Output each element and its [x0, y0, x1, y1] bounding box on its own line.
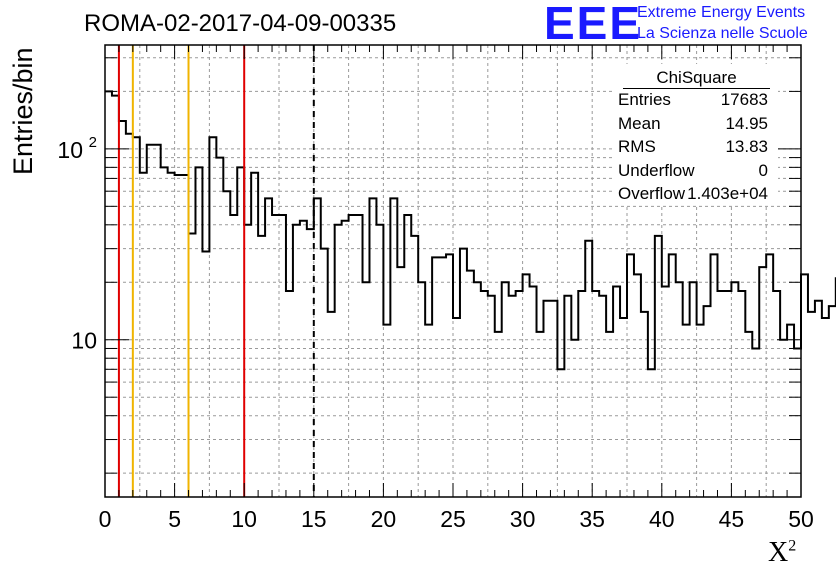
histogram-series [105, 90, 836, 371]
x-tick-label: 50 [788, 506, 814, 532]
x-tick-label: 35 [579, 506, 605, 532]
x-axis-label: X2 [768, 537, 796, 569]
stats-row: Overflow 1.403e+04 [613, 183, 778, 207]
stats-key: Entries [618, 90, 671, 109]
stats-value: 17683 [720, 90, 768, 109]
y-tick-label-exponent: 2 [89, 134, 97, 151]
y-tick-label: 10 [57, 137, 83, 163]
stats-row: Mean 14.95 [613, 113, 778, 137]
x-tick-label: 25 [440, 506, 466, 532]
stats-key: RMS [618, 137, 656, 156]
stats-value: 0 [758, 160, 768, 180]
chart-title: ROMA-02-2017-04-09-00335 [84, 10, 397, 37]
x-tick-label: 45 [719, 506, 745, 532]
stats-value: 13.83 [725, 137, 768, 156]
stats-header: ChiSquare [623, 64, 770, 89]
logo-line-2: La Scienza nelle Scuole [637, 25, 808, 42]
stats-key: Mean [618, 113, 661, 133]
stats-key: Underflow [618, 160, 695, 180]
stats-row: RMS 13.83 [613, 136, 778, 160]
stats-box: ChiSquare Entries 17683 Mean 14.95 RMS 13.8… [613, 64, 778, 204]
stats-row: Entries 17683 [613, 89, 778, 113]
x-tick-label: 5 [168, 506, 181, 532]
x-axis-label-superscript: 2 [788, 537, 797, 555]
x-tick-label: 10 [231, 506, 257, 532]
x-tick-label: 30 [510, 506, 536, 532]
stats-key: Overflow [618, 184, 686, 203]
stats-value: 14.95 [725, 113, 768, 133]
logo-mark: EEE [544, 0, 643, 49]
stats-row: Underflow 0 [613, 160, 778, 184]
y-axis-label: Entries/bin [8, 47, 38, 175]
x-axis-label-base: X [768, 537, 789, 568]
x-tick-label: 0 [99, 506, 112, 532]
x-tick-label: 20 [371, 506, 397, 532]
logo-line-1: Extreme Energy Events [637, 4, 806, 21]
x-tick-label: 15 [301, 506, 327, 532]
stats-value: 1.403e+04 [687, 184, 768, 203]
y-tick-label: 10 [71, 328, 97, 354]
x-tick-label: 40 [649, 506, 675, 532]
